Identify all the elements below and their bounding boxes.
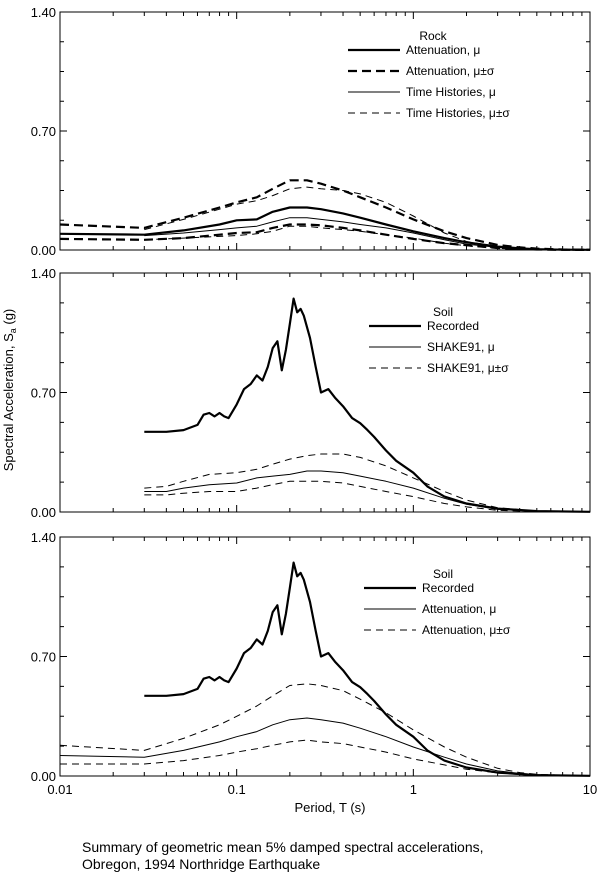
legend-label: SHAKE91, μ±σ [427,361,509,375]
series-line-1-6 [144,225,591,251]
legend-header: Rock [419,29,447,43]
series-line-3-4 [60,739,591,777]
series-line-1-2 [59,179,591,251]
series-line-3-3 [59,683,591,777]
legend-label: Recorded [422,581,474,595]
y-tick-label: 1.40 [31,266,56,281]
figure-caption: Summary of geometric mean 5% damped spec… [82,839,484,873]
x-tick-label: 10 [583,782,597,797]
x-tick-label: 0.01 [47,782,72,797]
y-tick-label: 0.00 [31,243,56,258]
caption-line-2: Obregon, 1994 Northridge Earthquake [82,856,321,872]
series-line-2-1 [144,297,591,513]
y-tick-label: 1.40 [31,530,56,545]
legend-label: Time Histories, μ [406,85,496,99]
y-tick-label: 1.40 [31,5,56,20]
series-line-2-3 [144,453,591,513]
plot-frame-3 [59,536,591,777]
series-line-2-4 [144,480,591,513]
legend-label: Attenuation, μ±σ [406,64,495,78]
legend-label: SHAKE91, μ [427,340,495,354]
legend-label: Recorded [427,319,479,333]
y-tick-label: 0.00 [31,505,56,520]
y-axis-label: Spectral Acceleration, Sa (g) [1,309,18,472]
plot-frame-2 [59,272,591,513]
legend-label: Attenuation, μ±σ [422,623,511,637]
x-tick-label: 0.1 [228,782,246,797]
plot-frame-1 [59,11,591,251]
caption-line-1: Summary of geometric mean 5% damped spec… [82,839,484,855]
series-line-3-1 [144,561,591,777]
x-tick-label: 1 [410,782,417,797]
legend-header: Soil [433,567,453,581]
legend-label: Time Histories, μ±σ [406,106,510,120]
series-line-1-5 [144,186,591,251]
legend-label: Attenuation, μ [422,602,496,616]
legend-header: Soil [433,305,453,319]
y-tick-label: 0.70 [31,124,56,139]
y-tick-label: 0.70 [31,650,56,665]
series-line-1-4 [144,217,591,251]
series-line-2-2 [144,470,591,513]
x-axis-label: Period, T (s) [294,800,365,815]
y-tick-label: 0.00 [31,769,56,784]
series-line-3-2 [59,717,591,777]
legend-label: Attenuation, μ [406,43,480,57]
y-tick-label: 0.70 [31,386,56,401]
